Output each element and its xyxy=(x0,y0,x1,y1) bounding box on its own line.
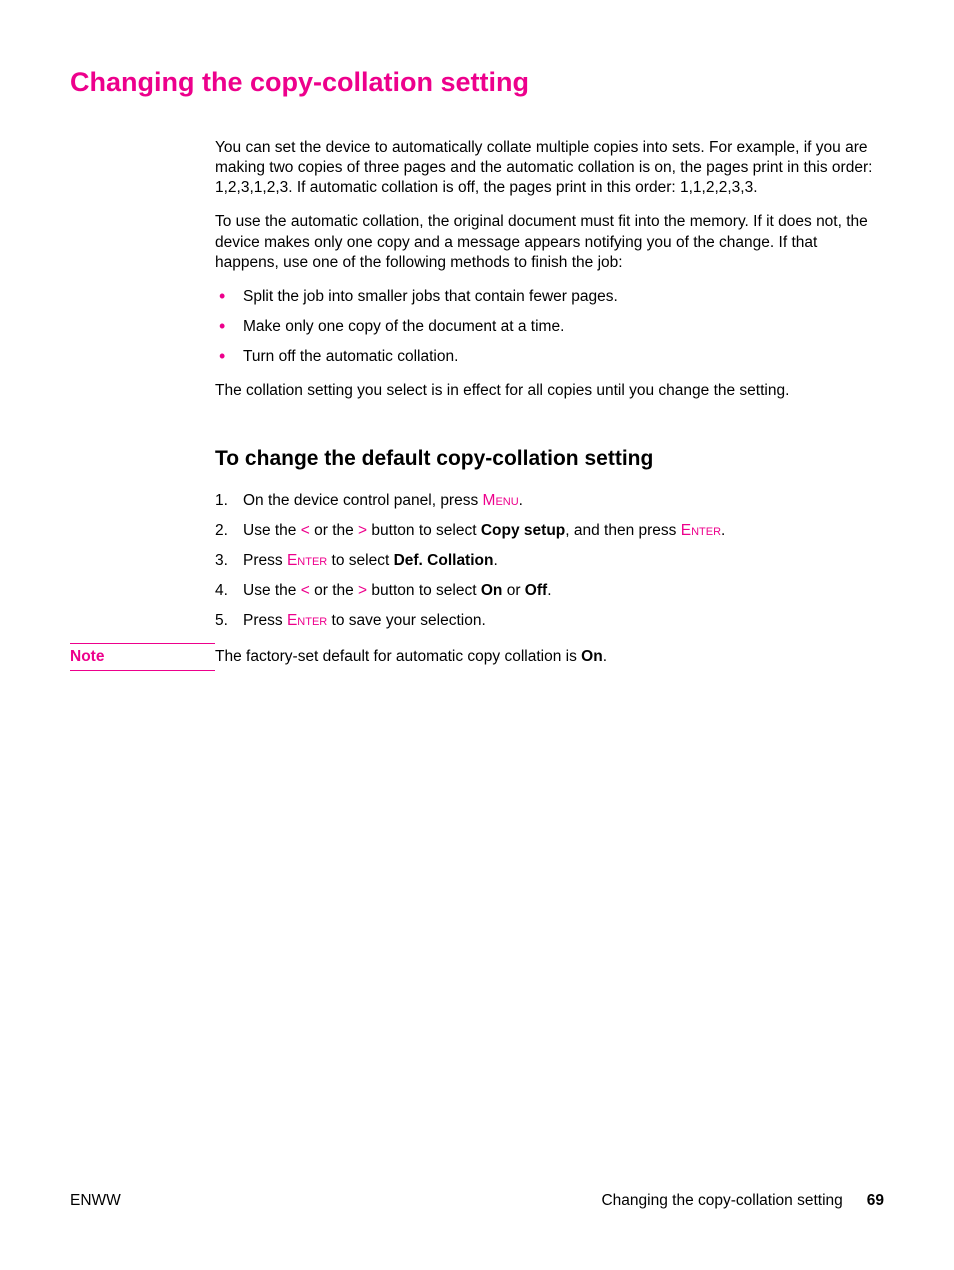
step-text: . xyxy=(519,492,523,509)
bold-label: On xyxy=(581,648,603,665)
note-text: The factory-set default for automatic co… xyxy=(215,648,581,665)
bold-label: Off xyxy=(525,582,547,599)
step-text: Use the xyxy=(243,522,301,539)
footer-section-title: Changing the copy-collation setting xyxy=(601,1192,842,1210)
step-item: Press Enter to select Def. Collation. xyxy=(215,551,885,571)
bold-label: On xyxy=(481,582,503,599)
step-text: button to select xyxy=(367,582,481,599)
greater-than-icon: > xyxy=(358,582,367,599)
key-label: Enter xyxy=(681,522,721,539)
step-text: Use the xyxy=(243,582,301,599)
step-text: Press xyxy=(243,552,287,569)
bold-label: Def. Collation xyxy=(394,552,494,569)
step-item: Use the < or the > button to select On o… xyxy=(215,581,885,601)
intro-paragraph-1: You can set the device to automatically … xyxy=(215,138,885,198)
step-text: On the device control panel, press xyxy=(243,492,483,509)
step-text: or the xyxy=(310,582,358,599)
step-item: On the device control panel, press Menu. xyxy=(215,491,885,511)
note-block: Note The factory-set default for automat… xyxy=(70,643,884,671)
after-bullets-paragraph: The collation setting you select is in e… xyxy=(215,381,885,401)
step-text: or xyxy=(502,582,524,599)
bullet-item: Turn off the automatic collation. xyxy=(215,347,885,367)
step-text: to select xyxy=(327,552,393,569)
note-label: Note xyxy=(70,643,215,671)
footer-left: ENWW xyxy=(70,1192,121,1210)
step-text: . xyxy=(547,582,551,599)
bullet-item: Split the job into smaller jobs that con… xyxy=(215,287,885,307)
page-title: Changing the copy-collation setting xyxy=(70,67,884,98)
step-item: Use the < or the > button to select Copy… xyxy=(215,521,885,541)
document-page: Changing the copy-collation setting You … xyxy=(0,0,954,671)
intro-paragraph-2: To use the automatic collation, the orig… xyxy=(215,212,885,272)
page-number: 69 xyxy=(867,1192,884,1210)
step-text: . xyxy=(493,552,497,569)
step-text: to save your selection. xyxy=(327,612,486,629)
less-than-icon: < xyxy=(301,582,310,599)
step-text: , and then press xyxy=(565,522,680,539)
bullet-item: Make only one copy of the document at a … xyxy=(215,317,885,337)
less-than-icon: < xyxy=(301,522,310,539)
note-text: . xyxy=(603,648,607,665)
greater-than-icon: > xyxy=(358,522,367,539)
footer-right: Changing the copy-collation setting 69 xyxy=(601,1192,884,1210)
key-label: Menu xyxy=(483,492,519,509)
bold-label: Copy setup xyxy=(481,522,565,539)
bullet-list: Split the job into smaller jobs that con… xyxy=(215,287,885,367)
key-label: Enter xyxy=(287,612,327,629)
step-item: Press Enter to save your selection. xyxy=(215,611,885,631)
note-body: The factory-set default for automatic co… xyxy=(215,643,884,667)
step-text: . xyxy=(721,522,725,539)
step-text: Press xyxy=(243,612,287,629)
key-label: Enter xyxy=(287,552,327,569)
step-text: button to select xyxy=(367,522,481,539)
content-column: You can set the device to automatically … xyxy=(215,138,885,631)
section-heading: To change the default copy-collation set… xyxy=(215,445,885,472)
step-text: or the xyxy=(310,522,358,539)
steps-list: On the device control panel, press Menu.… xyxy=(215,491,885,632)
page-footer: ENWW Changing the copy-collation setting… xyxy=(70,1192,884,1210)
